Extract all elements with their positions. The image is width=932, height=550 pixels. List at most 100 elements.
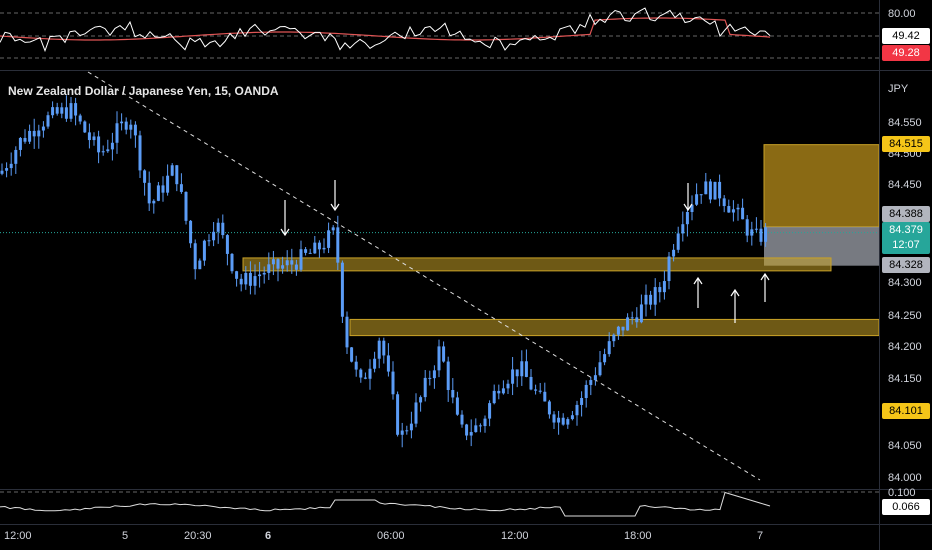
candle-body	[580, 397, 584, 405]
arrow-up-head	[760, 272, 770, 281]
candle-body	[745, 219, 749, 236]
candle-body	[92, 136, 96, 141]
candle-body	[722, 198, 726, 207]
candle-body	[101, 151, 105, 153]
candle-body	[497, 390, 501, 394]
candle-body	[276, 259, 280, 269]
price-tick-84250: 84.250	[888, 310, 922, 322]
arrow-up-head	[730, 288, 740, 297]
arrow-down-head	[330, 203, 340, 212]
osc-value-badge: 0.066	[882, 499, 930, 515]
candle-body	[235, 271, 239, 279]
candle-body	[451, 390, 455, 398]
candle-body	[520, 361, 524, 377]
candle-body	[552, 414, 556, 423]
candle-body	[262, 272, 266, 275]
candle-body	[152, 200, 156, 204]
candle-body	[290, 260, 294, 265]
candle-body	[230, 253, 234, 272]
pane-separator[interactable]	[0, 489, 932, 490]
candle-body	[41, 126, 45, 131]
candle-body	[414, 402, 418, 424]
candle-body	[405, 430, 409, 432]
candle-body	[667, 256, 671, 282]
candle-body	[271, 259, 275, 265]
candle-body	[391, 371, 395, 395]
candle-body	[212, 231, 216, 241]
candle-body	[170, 165, 174, 176]
candle-body	[304, 249, 308, 253]
candle-body	[9, 163, 13, 169]
candle-body	[566, 419, 570, 425]
symbol-title[interactable]: New Zealand Dollar / Japanese Yen, 15, O…	[8, 84, 279, 98]
candle-body	[708, 181, 712, 200]
time-label-2030: 20:30	[184, 530, 212, 542]
candle-body	[129, 124, 133, 130]
candle-body	[239, 278, 243, 285]
candle-body	[506, 383, 510, 389]
candle-body	[649, 294, 653, 305]
candle-body	[616, 326, 620, 335]
candle-body	[423, 377, 427, 398]
candle-body	[28, 130, 32, 142]
candle-body	[598, 362, 602, 376]
candle-body	[557, 417, 561, 423]
arrow-down-head	[280, 228, 290, 237]
candle-body	[198, 260, 202, 270]
candle-body	[69, 103, 73, 119]
rsi-value-badge: 49.42	[882, 28, 930, 44]
candle-body	[603, 354, 607, 363]
candle-body	[133, 124, 137, 136]
candle-body	[644, 294, 648, 305]
candle-body	[64, 107, 68, 119]
candle-body	[483, 418, 487, 427]
entry-price-badge: 84.388	[882, 206, 930, 222]
candle-body	[432, 370, 436, 379]
candle-body	[202, 240, 206, 261]
candle-body	[561, 417, 565, 425]
rsi-line	[0, 7, 771, 53]
candle-body	[156, 185, 160, 201]
candle-body	[51, 107, 55, 116]
candle-body	[543, 391, 547, 402]
candle-body	[754, 228, 758, 230]
candle-body	[630, 317, 634, 319]
candle-body	[363, 377, 367, 379]
low-price-badge: 84.101	[882, 403, 930, 419]
candle-body	[179, 184, 183, 192]
candle-body	[166, 175, 170, 193]
time-axis-separator	[0, 524, 932, 525]
candle-body	[662, 281, 666, 293]
pane-separator[interactable]	[0, 70, 932, 71]
take-profit-zone	[763, 144, 880, 228]
candle-body	[685, 212, 689, 225]
candle-body	[478, 425, 482, 427]
candle-body	[736, 207, 740, 210]
rsi-ma-line	[0, 17, 771, 41]
candle-body	[5, 168, 9, 171]
candle-body	[83, 121, 87, 133]
candle-body	[690, 204, 694, 213]
candle-body	[635, 317, 639, 323]
candle-body	[32, 130, 36, 137]
candle-body	[281, 265, 285, 269]
price-pane[interactable]	[0, 71, 932, 489]
arrow-up-head	[693, 276, 703, 285]
candle-body	[225, 235, 229, 254]
candle-body	[570, 415, 574, 420]
candle-body	[115, 123, 119, 143]
candle-body	[299, 249, 303, 270]
support-zone	[349, 318, 880, 337]
candle-body	[396, 394, 400, 435]
candle-body	[55, 107, 59, 114]
candle-body	[460, 414, 464, 425]
price-axis-border	[879, 0, 880, 550]
candle-body	[216, 222, 220, 232]
price-tick-84450: 84.450	[888, 179, 922, 191]
candle-body	[248, 272, 252, 286]
time-label-1800: 18:00	[624, 530, 652, 542]
candle-body	[124, 121, 128, 130]
candle-body	[184, 191, 188, 221]
candle-body	[524, 361, 528, 377]
